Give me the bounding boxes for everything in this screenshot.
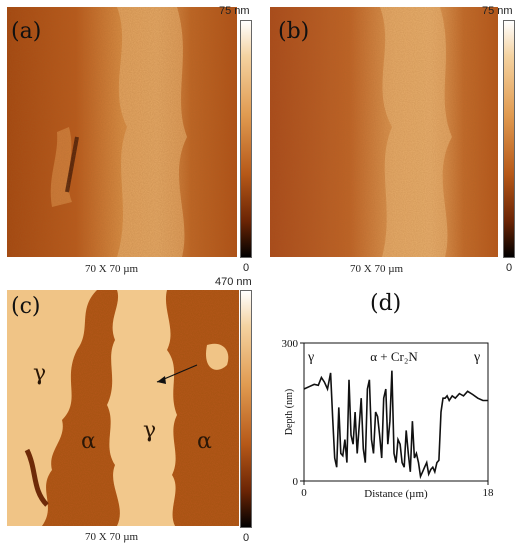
panel-label-a: (a) (11, 19, 42, 44)
annotation-gamma-left: γ (307, 350, 314, 365)
annotation-alpha-cr2n: α + Cr₂N (370, 349, 418, 364)
colorbar-min-b: 0 (506, 262, 513, 274)
afm-panel-a: (a) (7, 7, 237, 257)
colorbar-max-c: 470 nm (215, 276, 252, 288)
colorbar-c (240, 290, 252, 528)
panel-label-d: (d) (370, 291, 402, 316)
plot-frame (303, 342, 489, 482)
panel-label-c: (c) (11, 294, 41, 319)
depth-profile-line (303, 370, 488, 480)
depth-profile-chart: 0 18 0 300 Distance (µm) Depth (nm) γ α + Cr₂N γ (282, 338, 495, 500)
colorbar-b (503, 20, 515, 258)
colorbar-min-a: 0 (243, 262, 250, 274)
phase-label-gamma-left: γ (33, 361, 47, 386)
afm-panel-c: (c) γ γ α α (7, 290, 239, 526)
x-tick-label: 0 (301, 487, 307, 499)
afm-panel-b: (b) (270, 7, 498, 257)
colorbar-max-a: 75 nm (219, 5, 250, 17)
colorbar-max-b: 75 nm (482, 5, 513, 17)
afm-height-map-c (7, 290, 239, 526)
y-tick-label: 0 (293, 476, 299, 488)
y-axis-label: Depth (nm) (284, 389, 295, 435)
scale-label-c: 70 X 70 µm (85, 531, 139, 543)
scale-label-b: 70 X 70 µm (350, 263, 404, 275)
y-tick-label: 300 (282, 338, 299, 350)
scale-label-a: 70 X 70 µm (85, 263, 139, 275)
x-axis-label: Distance (µm) (364, 488, 428, 500)
annotation-gamma-right: γ (473, 350, 480, 365)
phase-label-gamma-center: γ (143, 418, 157, 443)
phase-label-alpha-left: α (81, 429, 96, 454)
colorbar-a (240, 20, 252, 258)
panel-label-b: (b) (278, 19, 310, 44)
colorbar-min-c: 0 (243, 532, 250, 544)
phase-label-alpha-right: α (197, 429, 212, 454)
afm-height-map-a (7, 7, 237, 257)
x-tick-label: 18 (483, 487, 495, 499)
afm-height-map-b (270, 7, 498, 257)
